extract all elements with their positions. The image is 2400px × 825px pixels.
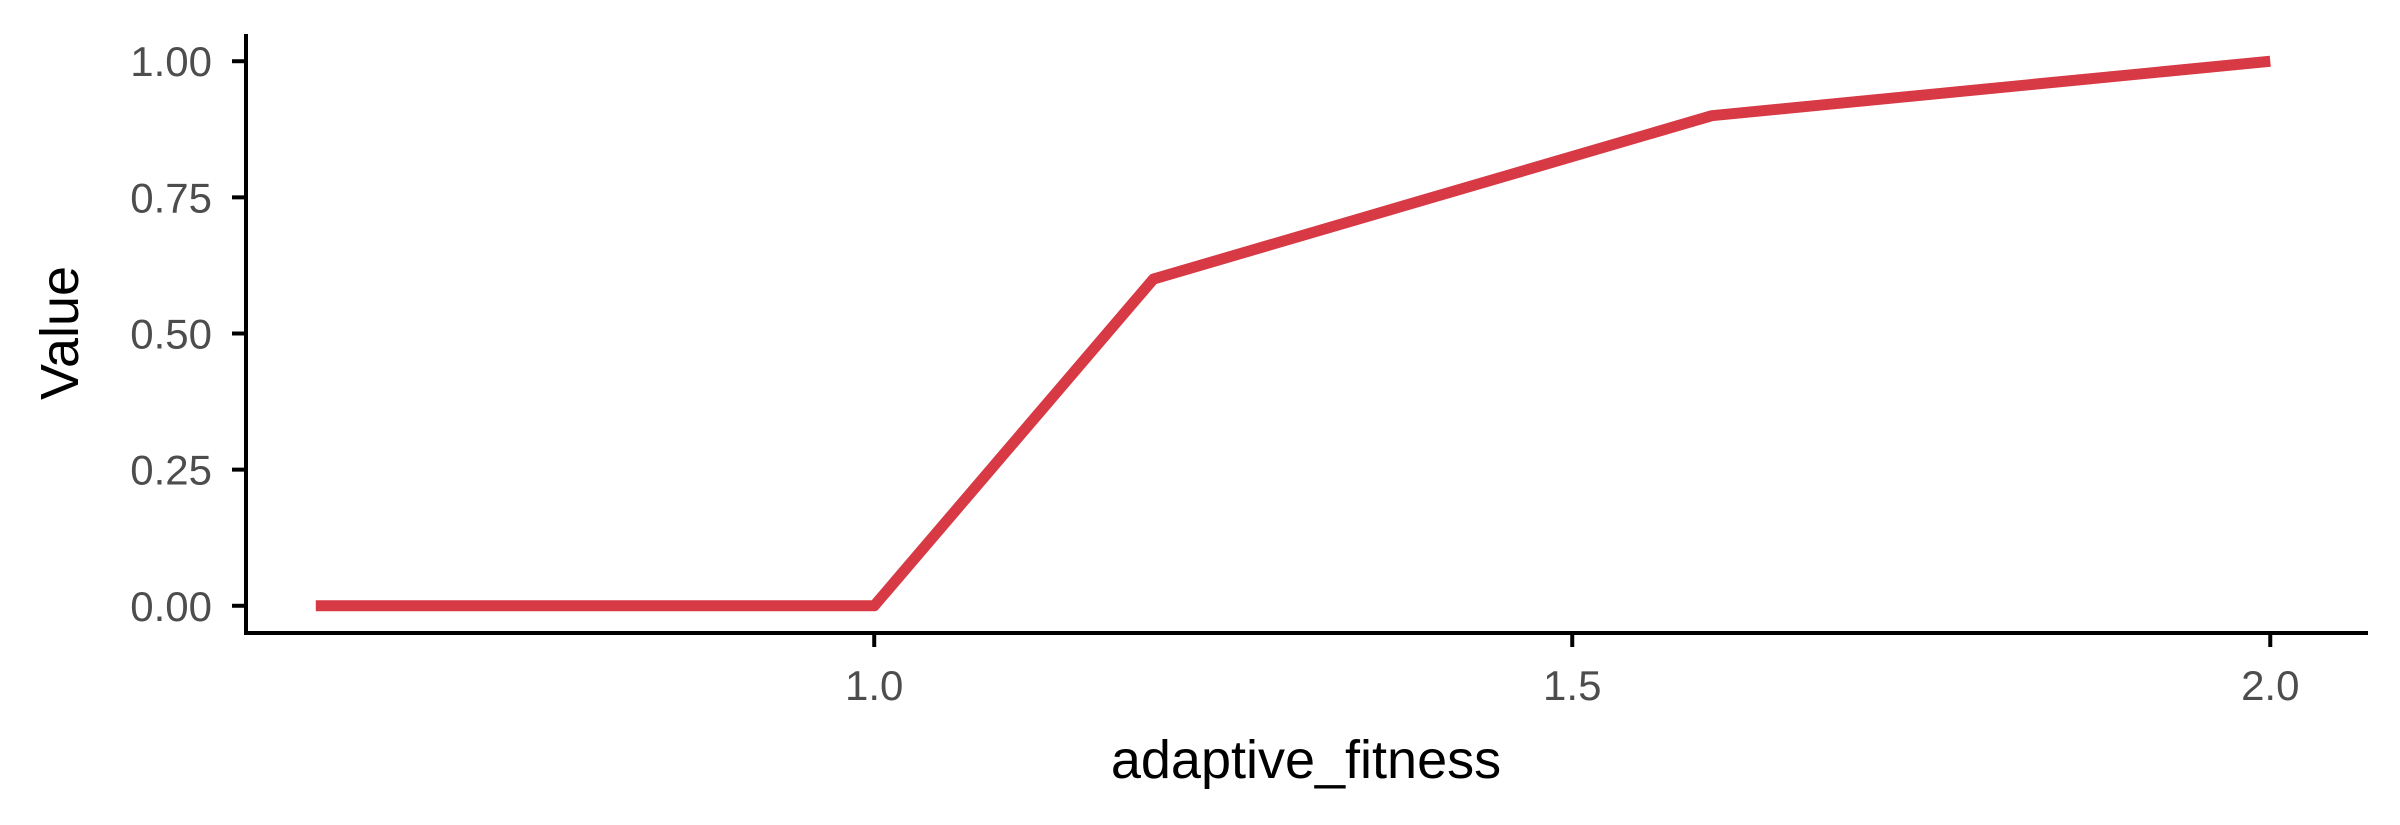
x-tick-label: 2.0	[2241, 662, 2299, 709]
y-tick-label: 0.00	[130, 583, 212, 630]
x-axis-ticks: 1.0 1.5 2.0	[845, 633, 2299, 709]
x-tick-label: 1.0	[845, 662, 903, 709]
y-tick-label: 0.50	[130, 311, 212, 358]
plot-area	[315, 55, 2271, 612]
y-tick-label: 1.00	[130, 38, 212, 85]
y-axis-ticks: 0.00 0.25 0.50 0.75 1.00	[130, 38, 246, 630]
y-axis-title: Value	[30, 266, 90, 400]
x-tick-label: 1.5	[1543, 662, 1601, 709]
series-line	[315, 55, 2271, 612]
y-tick-label: 0.75	[130, 174, 212, 221]
x-axis-title: adaptive_fitness	[1111, 730, 1501, 790]
y-tick-label: 0.25	[130, 447, 212, 494]
